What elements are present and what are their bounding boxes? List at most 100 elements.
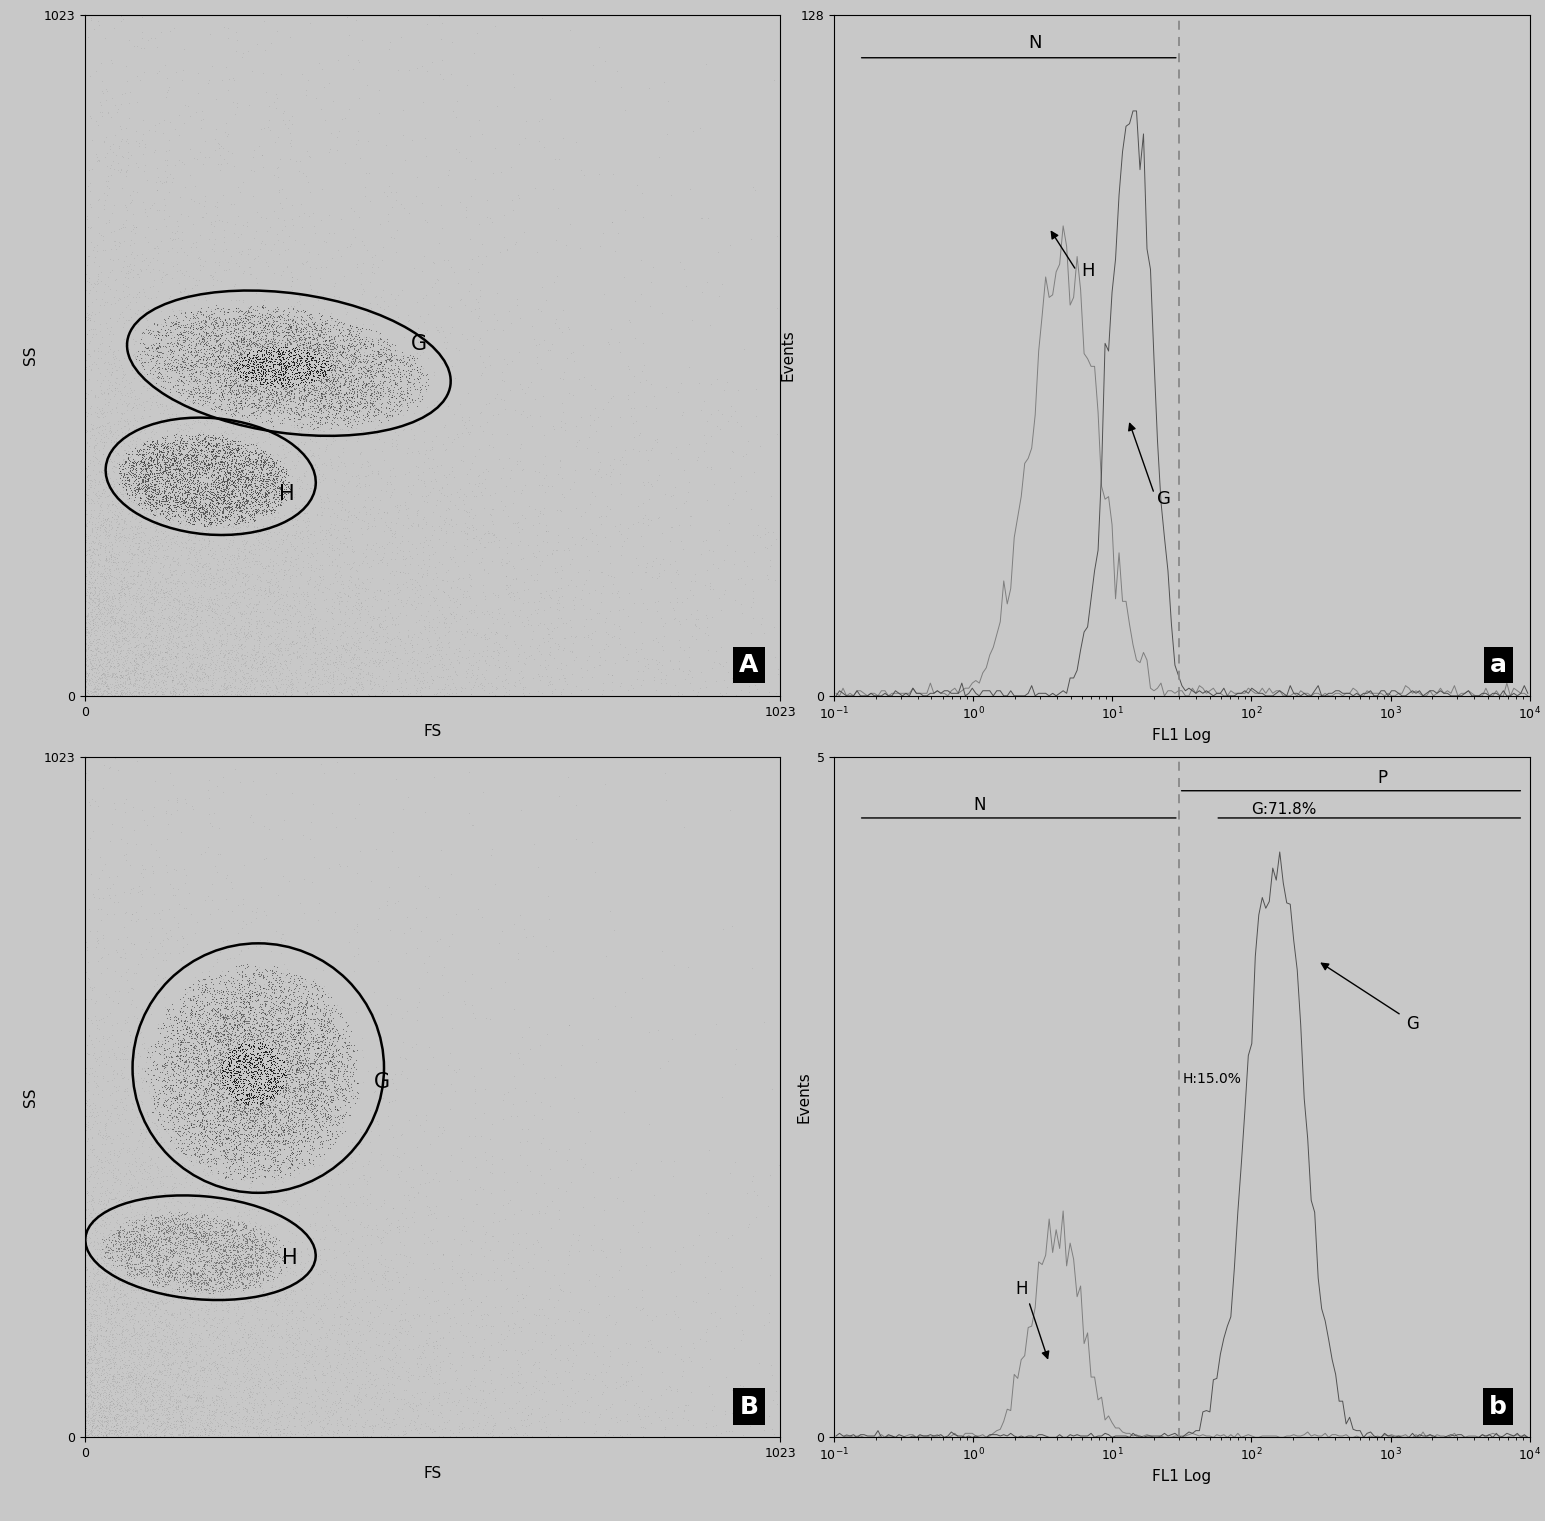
Point [94,567,119,592]
Point [278,382,303,406]
Point [113,666,138,691]
Point [239,345,264,370]
Point [297,1063,321,1088]
Point [150,1367,175,1392]
Point [184,602,209,627]
Point [309,356,334,380]
Point [133,1399,158,1424]
Point [83,383,108,408]
Point [184,342,209,367]
Point [176,1261,201,1285]
Point [637,1425,661,1450]
Point [609,1237,633,1261]
Point [236,1001,261,1025]
Point [171,488,196,513]
Point [284,552,309,576]
Point [389,1005,414,1030]
Point [236,490,261,514]
Point [207,656,232,680]
Point [275,286,300,310]
Point [175,411,199,435]
Point [111,1363,136,1387]
Point [188,496,213,520]
Point [124,1265,148,1290]
Point [272,1049,297,1074]
Point [311,283,335,307]
Point [150,491,175,516]
Point [331,353,355,377]
Point [184,1342,209,1366]
Point [321,325,346,350]
Point [97,306,122,330]
Point [209,383,233,408]
Point [207,630,232,654]
Point [253,1229,278,1253]
Point [198,1118,222,1142]
Point [134,1218,159,1243]
Point [128,438,153,462]
Point [148,570,173,595]
Point [110,637,134,662]
Point [227,506,252,531]
Point [275,365,300,389]
Point [128,1244,153,1269]
Point [247,1034,272,1059]
Point [304,342,329,367]
Point [85,1269,110,1293]
Point [145,1250,170,1275]
Point [377,1389,402,1413]
Point [77,683,102,707]
Point [153,1307,178,1331]
Point [121,583,145,607]
Point [173,465,198,490]
Point [119,1224,144,1249]
Point [105,1293,130,1317]
Point [187,1177,212,1202]
Point [260,1043,284,1068]
Point [144,1262,168,1287]
Point [280,1005,304,1030]
Point [205,131,230,155]
Point [212,618,236,642]
Point [258,1269,283,1293]
Point [127,604,151,628]
Point [88,1338,113,1363]
Point [345,367,369,391]
Point [294,1107,318,1132]
Point [277,970,301,995]
Point [168,462,193,487]
Point [465,605,490,630]
Point [260,1080,284,1104]
Point [74,1094,99,1118]
Point [247,236,272,260]
Point [76,678,100,703]
Point [215,383,239,408]
Point [96,176,121,201]
Point [266,1008,290,1033]
Point [213,1159,238,1183]
Point [130,128,154,152]
Point [290,395,315,420]
Point [328,531,352,555]
Point [244,452,269,476]
Point [304,1088,329,1112]
Point [360,370,385,394]
Point [250,497,275,522]
Point [198,433,222,458]
Point [238,1285,263,1310]
Point [303,383,328,408]
Point [192,193,216,218]
Point [150,447,175,472]
Point [88,294,113,318]
Point [170,350,195,374]
Point [201,1281,226,1305]
Point [235,500,260,525]
Point [235,1203,260,1227]
Point [267,303,292,327]
Point [321,1034,346,1059]
Point [209,1077,233,1101]
Point [102,1310,127,1334]
Point [241,1221,266,1246]
Point [575,567,599,592]
Point [94,1240,119,1264]
